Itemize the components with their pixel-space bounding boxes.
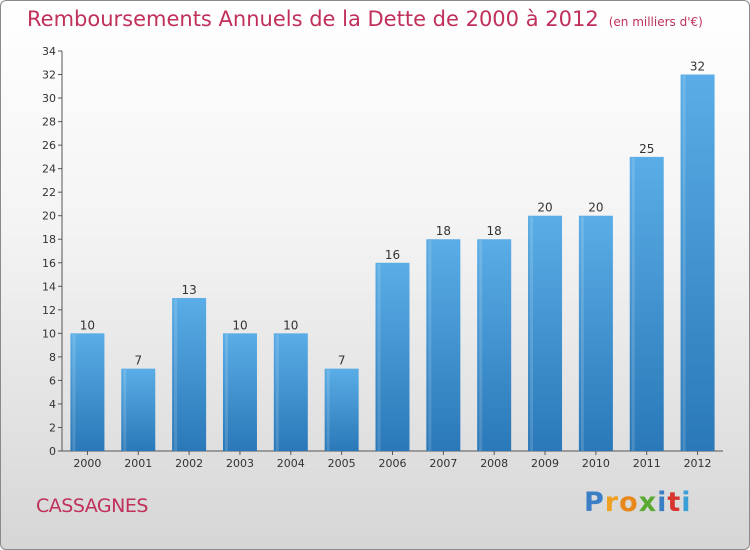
value-label: 25 xyxy=(639,142,654,156)
bar-2008 xyxy=(477,239,512,451)
bar-highlight xyxy=(123,369,127,451)
chart-bars xyxy=(70,74,715,451)
value-label: 18 xyxy=(487,224,502,238)
bar-2002 xyxy=(172,298,207,451)
x-tick-label: 2008 xyxy=(480,457,508,470)
value-label: 18 xyxy=(436,224,451,238)
value-label: 32 xyxy=(690,60,705,74)
x-tick-label: 2002 xyxy=(175,457,203,470)
logo-letter: x xyxy=(638,487,658,518)
bar-highlight xyxy=(377,263,381,451)
bar-2009 xyxy=(528,215,563,451)
y-tick-label: 8 xyxy=(49,351,56,364)
bar-2012 xyxy=(680,74,715,451)
y-tick-label: 0 xyxy=(49,445,56,458)
x-tick-label: 2009 xyxy=(531,457,559,470)
bar-highlight xyxy=(428,240,432,451)
logo-letter: t xyxy=(667,487,682,518)
y-tick-label: 2 xyxy=(49,421,56,434)
bar-2001 xyxy=(121,368,156,451)
bar-highlight xyxy=(530,216,534,451)
x-tick-label: 2007 xyxy=(429,457,457,470)
bar-2003 xyxy=(222,333,257,451)
bar-highlight xyxy=(631,157,635,451)
y-tick-label: 32 xyxy=(42,69,56,82)
y-tick-label: 22 xyxy=(42,186,56,199)
x-tick-label: 2004 xyxy=(277,457,305,470)
bar-2011 xyxy=(629,156,664,451)
logo-letter: r xyxy=(604,487,620,518)
bar-2004 xyxy=(273,333,308,451)
x-tick-label: 2012 xyxy=(684,457,712,470)
value-label: 10 xyxy=(232,318,247,332)
bar-2000 xyxy=(70,333,105,451)
value-label: 20 xyxy=(588,201,603,215)
y-tick-label: 16 xyxy=(42,257,56,270)
x-tick-label: 2010 xyxy=(582,457,610,470)
y-tick-label: 28 xyxy=(42,116,56,129)
value-label: 20 xyxy=(537,201,552,215)
bar-highlight xyxy=(224,334,228,451)
value-label: 7 xyxy=(338,354,346,368)
x-tick-label: 2000 xyxy=(73,457,101,470)
x-tick-label: 2003 xyxy=(226,457,254,470)
y-tick-label: 24 xyxy=(42,163,56,176)
value-label: 10 xyxy=(80,318,95,332)
y-tick-label: 4 xyxy=(49,398,56,411)
bar-highlight xyxy=(174,299,178,451)
bar-2010 xyxy=(578,215,613,451)
value-label: 13 xyxy=(181,283,196,297)
bar-2006 xyxy=(375,262,410,451)
y-tick-label: 34 xyxy=(42,45,56,58)
logo-letter: P xyxy=(584,487,605,518)
value-label: 7 xyxy=(134,354,142,368)
value-label: 10 xyxy=(283,318,298,332)
y-tick-label: 18 xyxy=(42,233,56,246)
x-tick-label: 2011 xyxy=(633,457,661,470)
y-tick-label: 10 xyxy=(42,327,56,340)
y-tick-label: 26 xyxy=(42,139,56,152)
x-tick-label: 2001 xyxy=(124,457,152,470)
bar-highlight xyxy=(479,240,483,451)
bar-highlight xyxy=(682,75,686,451)
y-tick-label: 30 xyxy=(42,92,56,105)
bar-highlight xyxy=(275,334,279,451)
bar-highlight xyxy=(580,216,584,451)
chart-title-unit: (en milliers d'€) xyxy=(608,15,703,29)
commune-name: CASSAGNES xyxy=(36,495,148,517)
chart-title-main: Remboursements Annuels de la Dette de 20… xyxy=(27,7,599,31)
y-tick-label: 6 xyxy=(49,374,56,387)
bar-highlight xyxy=(326,369,330,451)
logo-letter: o xyxy=(619,487,639,518)
x-tick-label: 2006 xyxy=(379,457,407,470)
y-tick-label: 20 xyxy=(42,210,56,223)
proxiti-logo: Proxiti xyxy=(584,487,692,518)
bar-highlight xyxy=(72,334,76,451)
y-tick-label: 14 xyxy=(42,280,56,293)
chart-title: Remboursements Annuels de la Dette de 20… xyxy=(27,7,703,31)
chart-labels: 2000 10 2001 7 2002 13 2003 10 2004 10 2005 7 2006 16… xyxy=(73,60,711,470)
x-tick-label: 2005 xyxy=(328,457,356,470)
logo-letter: i xyxy=(657,487,668,518)
bar-2005 xyxy=(324,368,359,451)
y-tick-label: 12 xyxy=(42,304,56,317)
bar-2007 xyxy=(426,239,461,451)
value-label: 16 xyxy=(385,248,400,262)
logo-letter: i xyxy=(681,487,692,518)
